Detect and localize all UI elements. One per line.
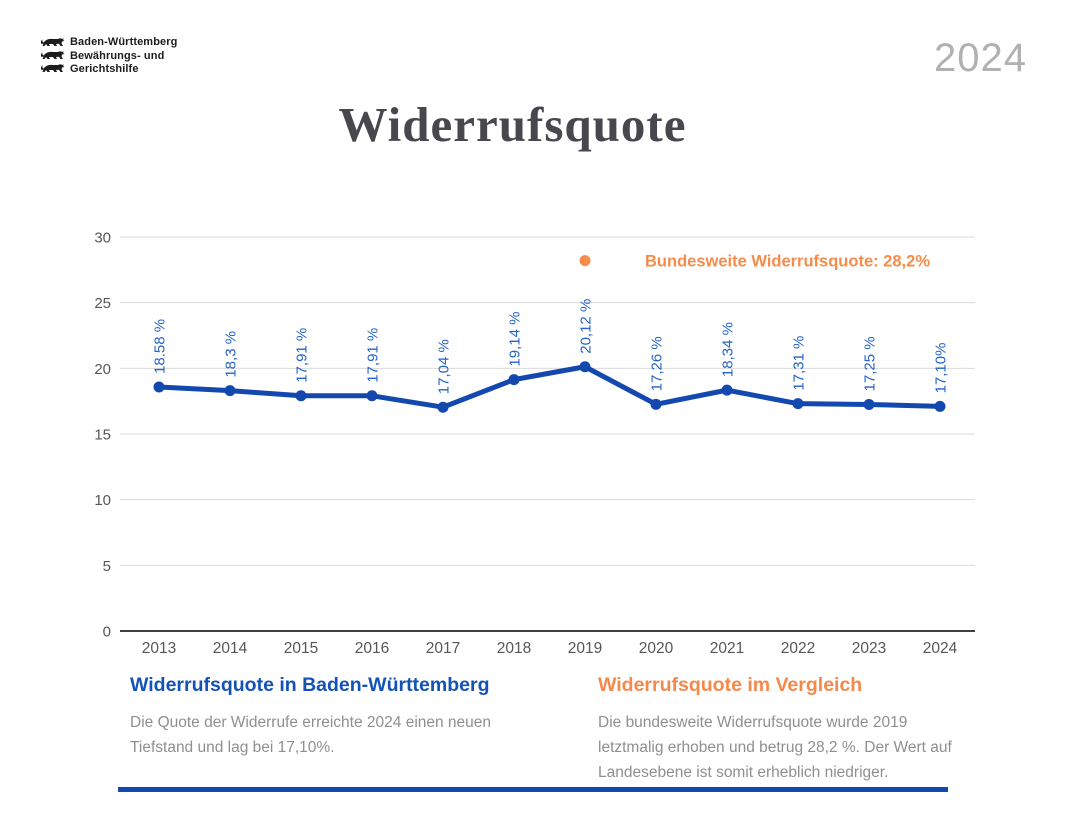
x-tick-label: 2017	[426, 640, 460, 657]
footer-section-bw: Widerrufsquote in Baden-Württemberg Die …	[130, 674, 570, 760]
footer-body-bw: Die Quote der Widerrufe erreichte 2024 e…	[130, 714, 492, 756]
point-label: 17,31 %	[791, 336, 808, 391]
legend-label: Bundesweite Widerrufsquote: 28,2%	[645, 253, 930, 271]
data-point	[650, 398, 662, 410]
data-point	[153, 381, 165, 393]
lion-icon	[40, 51, 65, 59]
point-label: 17,91 %	[365, 328, 382, 383]
lion-icon	[40, 38, 65, 46]
point-label: 18,3 %	[223, 331, 240, 378]
x-tick-label: 2019	[568, 640, 602, 657]
y-tick-label: 25	[94, 295, 111, 312]
x-tick-label: 2018	[497, 640, 531, 657]
page-title: Widerrufsquote	[338, 97, 687, 152]
point-label: 17,25 %	[862, 336, 879, 391]
data-point	[579, 361, 591, 373]
data-point	[508, 374, 520, 386]
coat-of-arms-lions	[40, 36, 65, 77]
data-point	[224, 385, 236, 397]
lion-icon	[40, 64, 65, 72]
point-label: 19,14 %	[507, 312, 524, 367]
point-label: 18.58 %	[152, 319, 169, 374]
point-label: 17,91 %	[294, 328, 311, 383]
x-tick-label: 2014	[213, 640, 248, 657]
y-tick-label: 0	[103, 624, 111, 641]
point-label: 18,34 %	[720, 322, 737, 377]
series-line	[156, 364, 943, 410]
footer-heading-bw: Widerrufsquote in Baden-Württemberg	[130, 674, 490, 696]
point-label: 17,10%	[933, 343, 950, 394]
point-label: 17,04 %	[436, 339, 453, 394]
footer-section-vergleich: Widerrufsquote im Vergleich Die bundeswe…	[598, 674, 998, 785]
data-point	[721, 384, 733, 396]
y-tick-label: 5	[103, 558, 111, 575]
benchmark-point	[579, 255, 591, 267]
x-tick-label: 2015	[284, 640, 318, 657]
y-tick-label: 20	[94, 361, 111, 378]
data-point	[792, 398, 804, 410]
logo: Baden-Württemberg Bewährungs- und Gerich…	[40, 36, 177, 77]
year-badge: 2024	[934, 36, 1027, 80]
data-point	[366, 390, 378, 402]
bottom-accent-bar	[118, 787, 948, 792]
x-tick-label: 2013	[142, 640, 176, 657]
data-point	[295, 390, 307, 402]
x-tick-label: 2023	[852, 640, 886, 657]
y-tick-label: 30	[94, 230, 111, 247]
x-tick-label: 2016	[355, 640, 389, 657]
footer-body-vergleich: Die bundesweite Widerrufsquote wurde 201…	[598, 714, 952, 781]
y-tick-label: 10	[94, 492, 111, 509]
x-tick-label: 2024	[923, 640, 958, 657]
data-point	[863, 398, 875, 410]
x-tick-label: 2021	[710, 640, 744, 657]
point-label: 17,26 %	[649, 336, 666, 391]
point-label: 20,12 %	[578, 299, 595, 354]
footer-heading-vergleich: Widerrufsquote im Vergleich	[598, 674, 863, 696]
data-point	[437, 401, 449, 413]
x-tick-label: 2022	[781, 640, 815, 657]
data-point	[934, 400, 946, 412]
y-tick-label: 15	[94, 427, 111, 444]
logo-text: Baden-Württemberg Bewährungs- und Gerich…	[70, 36, 178, 75]
x-tick-label: 2020	[639, 640, 674, 657]
